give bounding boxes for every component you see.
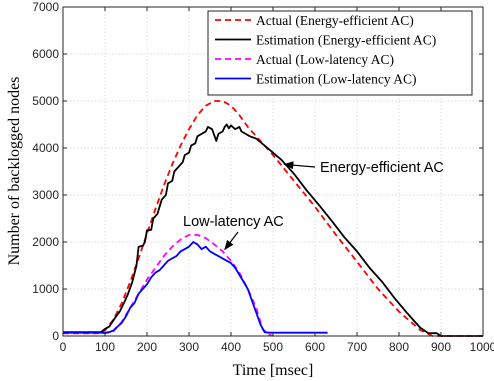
y-tick-label: 4000 — [32, 141, 59, 155]
x-axis-label: Time [msec] — [233, 362, 314, 379]
annotation-arrow-low-latency — [224, 231, 239, 251]
x-tick-label: 1000 — [470, 340, 494, 354]
y-tick-label: 0 — [52, 329, 59, 343]
y-tick-label: 5000 — [32, 94, 59, 108]
y-axis-label: Number of backlogged nodes — [6, 77, 23, 266]
legend-entry: Actual (Low-latency AC) — [256, 52, 394, 67]
annotation-low-latency: Low-latency AC — [183, 214, 284, 230]
legend-entry: Estimation (Low-latency AC) — [256, 72, 416, 87]
x-tick-label: 100 — [95, 340, 115, 354]
x-tick-label: 500 — [263, 340, 283, 354]
x-tick-label: 700 — [347, 340, 367, 354]
x-tick-label: 600 — [305, 340, 325, 354]
ticks: 0 100 200 300 400 500 600 700 800 900 1000 0 1000 200… — [32, 0, 494, 354]
legend-entry: Actual (Energy-efficient AC) — [256, 13, 414, 28]
y-tick-label: 7000 — [32, 0, 59, 14]
y-tick-label: 2000 — [32, 235, 59, 249]
y-tick-label: 3000 — [32, 188, 59, 202]
annotation-energy-efficient: Energy-efficient AC — [320, 160, 444, 176]
x-tick-label: 0 — [60, 340, 67, 354]
x-tick-label: 200 — [137, 340, 157, 354]
y-tick-label: 1000 — [32, 282, 59, 296]
annotation-arrow-energy-efficient — [283, 161, 316, 170]
series-line-4 — [63, 241, 328, 334]
annotations: Energy-efficient AC Low-latency AC — [183, 160, 444, 251]
legend-box — [207, 10, 473, 96]
legend-entry: Estimation (Energy-efficient AC) — [256, 33, 436, 48]
y-tick-label: 6000 — [32, 47, 59, 61]
x-tick-label: 400 — [221, 340, 241, 354]
series-lines — [63, 100, 483, 337]
x-tick-label: 300 — [179, 340, 199, 354]
series-line-2 — [63, 123, 483, 337]
grid-lines — [63, 7, 483, 336]
legend: Actual (Energy-efficient AC) Estimation (… — [207, 10, 473, 96]
x-tick-label: 900 — [431, 340, 451, 354]
x-tick-label: 800 — [389, 340, 409, 354]
